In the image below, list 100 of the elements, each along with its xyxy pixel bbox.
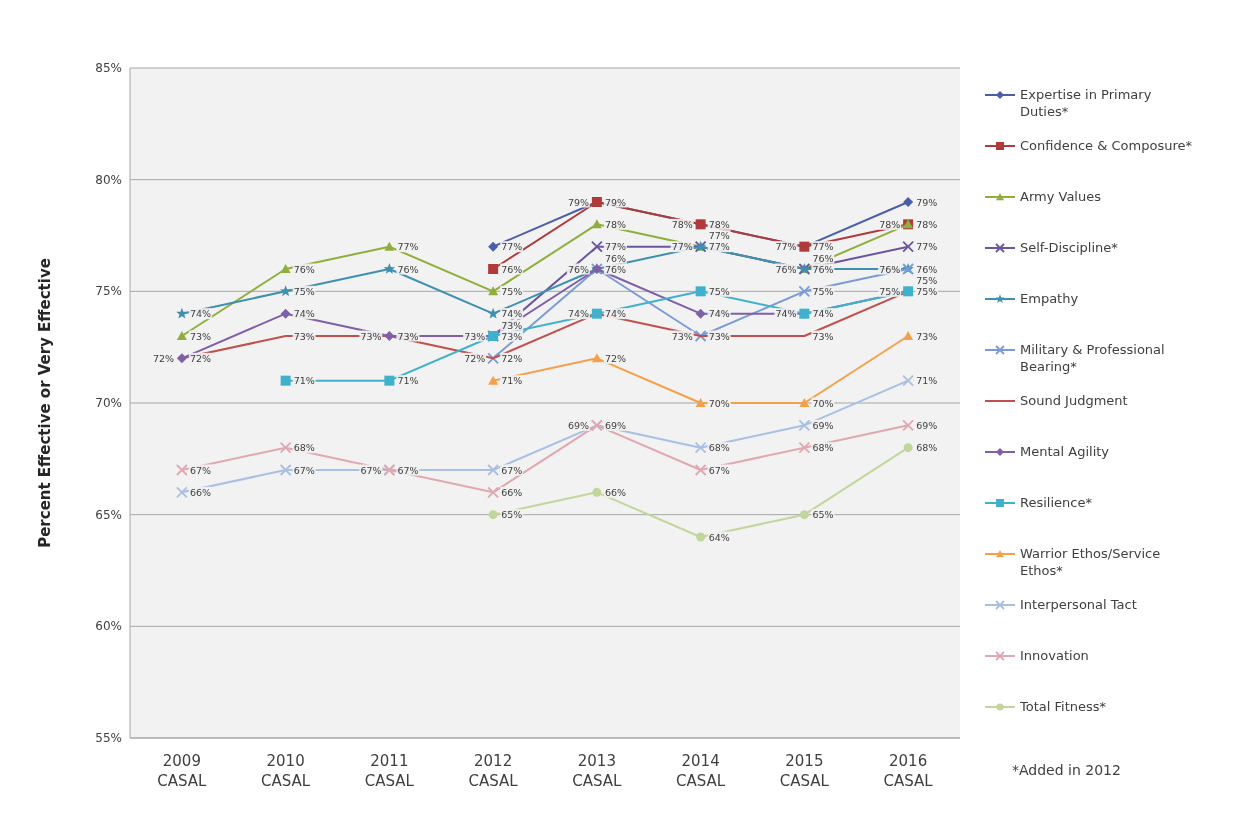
data-label: 75% (879, 285, 901, 297)
text: *Added in 2012 (1012, 762, 1121, 778)
data-label: 73% (812, 330, 834, 342)
legend-entry: Self-Discipline* (984, 240, 1118, 255)
data-label: 69% (812, 419, 834, 431)
legend-label: Mental Agility (1020, 444, 1110, 459)
y-tick-label: 65% (95, 507, 122, 522)
data-label: 68% (916, 442, 938, 454)
data-label: 69% (916, 419, 938, 431)
legend-entry: Innovation (984, 648, 1089, 663)
data-label: 77% (708, 230, 730, 242)
data-label: 74% (189, 308, 211, 320)
legend-entry: Military & Professional Bearing* (984, 342, 1165, 374)
data-label: 78% (671, 218, 693, 230)
data-label: 78% (708, 218, 730, 230)
data-label: 72% (501, 352, 523, 364)
data-label: 71% (501, 375, 523, 387)
data-label: 77% (501, 241, 523, 253)
legend-entry: Army Values (984, 189, 1101, 204)
data-label: 70% (812, 397, 834, 409)
y-tick-label: 75% (95, 284, 122, 299)
data-label: 65% (812, 509, 834, 521)
data-label: 73% (397, 330, 419, 342)
x-tick-label: 2009 CASAL (157, 752, 208, 790)
data-label: 76% (812, 252, 834, 264)
data-label: 74% (567, 308, 589, 320)
data-label: 69% (604, 419, 626, 431)
data-label: 74% (501, 308, 523, 320)
data-label: 77% (708, 241, 730, 253)
data-label: 75% (916, 274, 938, 286)
data-label: 74% (775, 308, 797, 320)
data-label: 67% (293, 464, 315, 476)
x-tick-label: 2015 CASAL (779, 752, 830, 790)
y-tick-label: 80% (95, 172, 122, 187)
legend-entry: Warrior Ethos/Service Ethos* (984, 546, 1161, 578)
data-label: 78% (604, 218, 626, 230)
data-label: 64% (708, 531, 730, 543)
data-label: 73% (464, 330, 486, 342)
data-label: 76% (397, 263, 419, 275)
x-tick-label: 2016 CASAL (883, 752, 934, 790)
x-tick-label: 2013 CASAL (572, 752, 623, 790)
y-tick-label: 85% (95, 61, 122, 75)
y-tick-label: 70% (95, 396, 122, 410)
legend-label: Self-Discipline* (1020, 240, 1119, 255)
data-label: 76% (916, 263, 938, 275)
y-axis-title: Percent Effective or Very Effective (36, 258, 54, 548)
data-label: 77% (916, 241, 938, 253)
data-label: 77% (604, 241, 626, 253)
data-label: 73% (501, 330, 523, 342)
data-label: 76% (775, 263, 797, 275)
x-tick-label: 2010 CASAL (261, 752, 311, 790)
data-label: 74% (812, 308, 834, 320)
x-tick-label: 2011 CASAL (364, 752, 415, 790)
data-label: 77% (775, 241, 797, 253)
data-label: 75% (916, 285, 938, 297)
legend-label: Warrior Ethos/Service Ethos* (1020, 546, 1161, 578)
data-label: 79% (916, 196, 938, 208)
legend-label: Confidence & Composure* (1020, 138, 1193, 153)
x-tick-label: 2012 CASAL (468, 752, 519, 790)
data-label: 73% (671, 330, 693, 342)
data-label: 68% (708, 442, 730, 454)
data-label: 74% (604, 308, 626, 320)
y-tick-label: 60% (95, 619, 122, 634)
data-label: 66% (604, 486, 626, 498)
data-label: 76% (604, 252, 626, 264)
data-label: 76% (604, 263, 626, 275)
legend-label: Innovation (1020, 648, 1089, 663)
data-label: 76% (293, 263, 315, 275)
legend-label: Sound Judgment (1020, 393, 1128, 408)
legend-label: Army Values (1020, 189, 1102, 204)
data-label: 72% (604, 352, 626, 364)
data-label: 73% (708, 330, 730, 342)
data-label: 77% (397, 241, 419, 253)
legend-entry: Interpersonal Tact (984, 597, 1137, 612)
data-label: 73% (360, 330, 382, 342)
data-label: 79% (567, 196, 589, 208)
legend-entry: Total Fitness* (984, 699, 1107, 714)
legend-entry: Sound Judgment (984, 393, 1128, 408)
data-label: 67% (189, 464, 211, 476)
data-label: 66% (501, 486, 523, 498)
data-label: 76% (879, 263, 901, 275)
legend-label: Resilience* (1020, 495, 1093, 510)
data-label: 76% (812, 263, 834, 275)
data-label: 75% (293, 285, 315, 297)
data-label: 71% (293, 375, 315, 387)
data-label: 67% (708, 464, 730, 476)
legend-entry: Mental Agility (984, 444, 1110, 459)
data-label: 76% (501, 263, 523, 275)
data-label: 73% (916, 330, 938, 342)
legend-entry: Empathy (984, 291, 1079, 306)
data-label: 74% (708, 308, 730, 320)
data-label: 79% (604, 196, 626, 208)
legend-entry: Resilience* (984, 495, 1092, 510)
data-label: 71% (916, 375, 938, 387)
data-label: 76% (567, 263, 589, 275)
data-label: 73% (501, 319, 523, 331)
legend-label: Interpersonal Tact (1020, 597, 1137, 612)
legend-entry: Confidence & Composure* (984, 138, 1192, 153)
data-label: 70% (708, 397, 730, 409)
legend-label: Total Fitness* (1019, 699, 1107, 714)
